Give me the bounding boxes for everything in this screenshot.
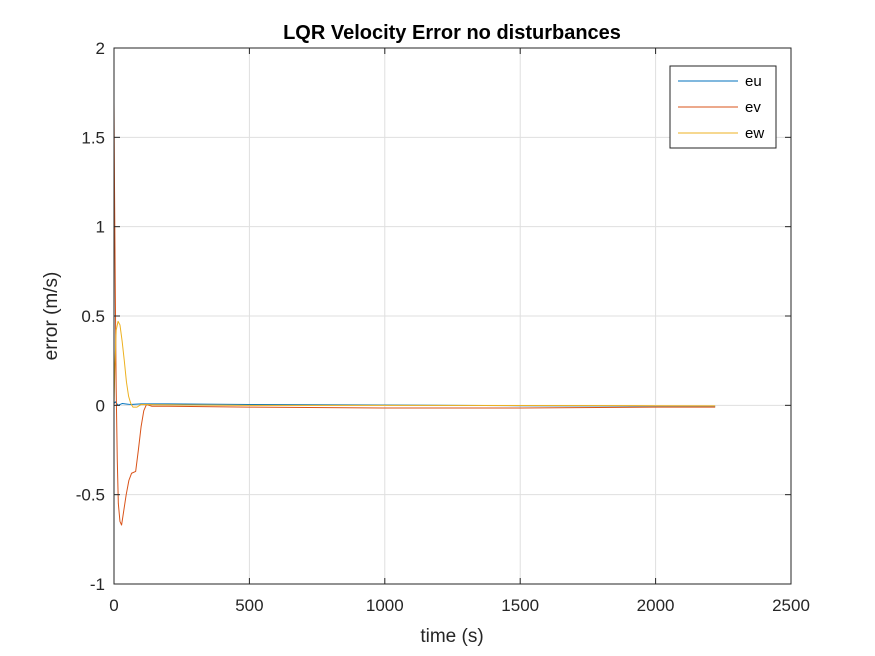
y-tick-label: -1 <box>90 575 105 594</box>
series-lines <box>113 101 716 526</box>
ticks: 0 500 1000 1500 2000 2500 -1 -0.5 0 0.5 1 1.5 2 <box>76 39 810 615</box>
x-tick-label: 1500 <box>501 596 539 615</box>
x-axis-label: time (s) <box>420 626 483 647</box>
y-tick-label: 0.5 <box>81 307 105 326</box>
legend-label-ev: ev <box>745 99 761 116</box>
y-tick-label: 1 <box>96 218 105 237</box>
x-tick-label: 2000 <box>637 596 675 615</box>
legend-label-ew: ew <box>745 125 764 142</box>
x-tick-label: 2500 <box>772 596 810 615</box>
legend: eu ev ew <box>669 65 777 149</box>
y-tick-label: 0 <box>96 396 105 415</box>
series-line-ev <box>113 101 716 526</box>
y-tick-label: -0.5 <box>76 486 105 505</box>
chart-title: LQR Velocity Error no disturbances <box>283 22 621 44</box>
x-tick-label: 0 <box>109 596 118 615</box>
x-tick-label: 500 <box>235 596 263 615</box>
legend-label-eu: eu <box>745 73 762 90</box>
y-axis-label: error (m/s) <box>41 272 62 361</box>
y-tick-label: 2 <box>96 39 105 58</box>
x-tick-label: 1000 <box>366 596 404 615</box>
series-line-ew <box>113 320 716 408</box>
y-tick-label: 1.5 <box>81 128 105 147</box>
